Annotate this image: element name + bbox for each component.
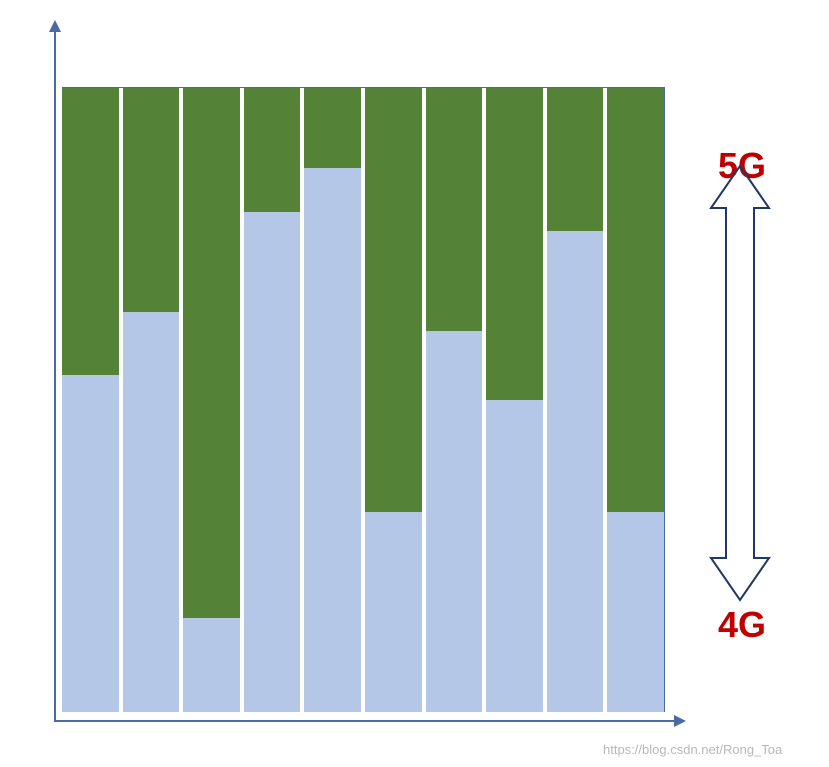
double-arrow-icon (709, 164, 771, 602)
bar-8-5g (486, 87, 543, 400)
bar-6-5g (365, 87, 422, 512)
bar-9-5g (547, 87, 604, 231)
bar-4 (244, 87, 301, 712)
bar-6 (365, 87, 422, 712)
bar-10-4g (607, 512, 664, 712)
bars-container (62, 87, 664, 712)
y-axis-arrow (49, 20, 61, 32)
bar-1-5g (62, 87, 119, 375)
bar-6-4g (365, 512, 422, 712)
bar-2-5g (123, 87, 180, 312)
canvas: 5G 4G https://blog.csdn.net/Rong_Toa (0, 0, 829, 767)
bar-10 (607, 87, 664, 712)
bar-3-4g (183, 618, 240, 712)
bar-4-4g (244, 212, 301, 712)
bar-4-5g (244, 87, 301, 212)
bar-7 (426, 87, 483, 712)
x-axis-arrow (674, 715, 686, 727)
bar-5-4g (304, 168, 361, 712)
watermark: https://blog.csdn.net/Rong_Toa (603, 742, 782, 757)
bar-5 (304, 87, 361, 712)
bar-9 (547, 87, 604, 712)
bar-10-5g (607, 87, 664, 512)
bar-3 (183, 87, 240, 712)
bar-8-4g (486, 400, 543, 713)
bar-7-4g (426, 331, 483, 712)
bar-5-5g (304, 87, 361, 168)
label-4g: 4G (718, 604, 766, 646)
bar-area-top-border (62, 87, 664, 88)
bar-1-4g (62, 375, 119, 713)
bar-3-5g (183, 87, 240, 618)
y-axis (54, 30, 56, 720)
bar-9-4g (547, 231, 604, 712)
bar-7-5g (426, 87, 483, 331)
bar-area-right-border (664, 87, 665, 712)
bar-2-4g (123, 312, 180, 712)
bar-2 (123, 87, 180, 712)
x-axis (54, 720, 674, 722)
bar-1 (62, 87, 119, 712)
bar-8 (486, 87, 543, 712)
